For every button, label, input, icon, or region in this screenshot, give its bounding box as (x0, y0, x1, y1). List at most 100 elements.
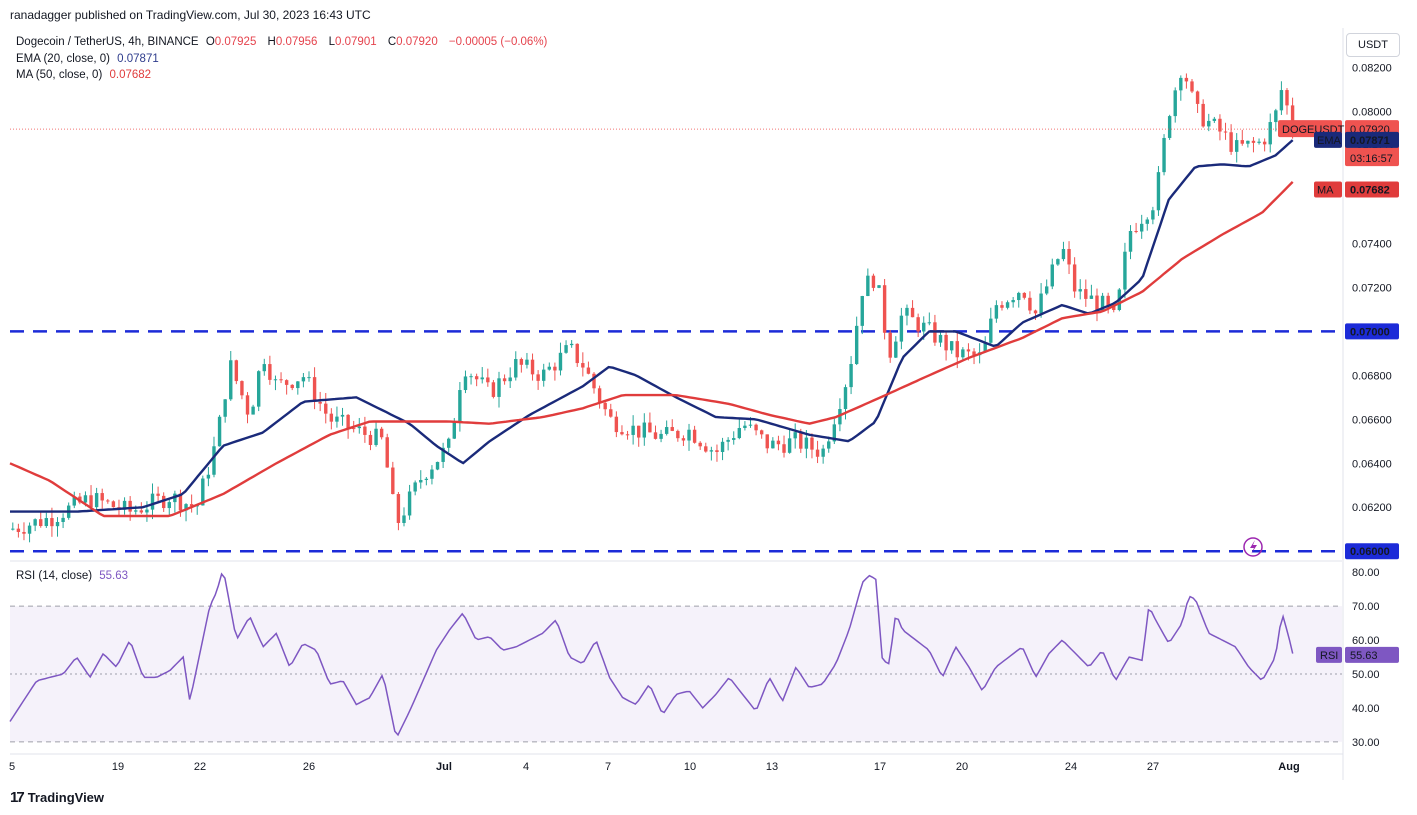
candle (1151, 207, 1154, 224)
candle-body (637, 426, 640, 438)
rsi-tick-label: 40.00 (1352, 703, 1380, 715)
candle (849, 356, 852, 394)
candle (56, 517, 59, 537)
candle-body (654, 432, 657, 439)
candle-body (967, 349, 970, 351)
candle (1073, 257, 1076, 298)
candle-body (721, 442, 724, 452)
candle-body (754, 425, 757, 431)
candle (45, 513, 48, 528)
candle-body (564, 345, 567, 353)
candle (1201, 99, 1204, 127)
candle-body (525, 360, 528, 365)
candle-body (413, 482, 416, 491)
candle-body (1185, 78, 1188, 82)
candle (402, 507, 405, 526)
candle (1045, 279, 1048, 295)
candle (587, 362, 590, 375)
candle (553, 363, 556, 381)
candle-body (1207, 121, 1210, 126)
time-tick-label: 22 (194, 761, 206, 773)
candle (877, 285, 880, 288)
candle-body (1079, 289, 1082, 291)
rsi-tick-label: 80.00 (1352, 567, 1380, 579)
candle (1252, 137, 1255, 152)
candle (514, 351, 517, 380)
candle (693, 426, 696, 444)
candle-body (50, 518, 53, 526)
candle (1174, 87, 1177, 122)
candle (168, 498, 171, 516)
candle (861, 296, 864, 334)
candle (894, 336, 897, 358)
time-tick-label: 24 (1065, 761, 1077, 773)
candle (240, 380, 243, 399)
candle-body (771, 441, 774, 449)
candle-body (61, 518, 64, 522)
candle (413, 480, 416, 495)
candle-body (296, 381, 299, 388)
candle (548, 362, 551, 370)
candle (788, 430, 791, 454)
candle-body (369, 435, 372, 445)
candle-body (374, 429, 377, 445)
time-tick-label: 5 (9, 761, 15, 773)
candle-body (425, 479, 428, 480)
candle-body (844, 387, 847, 409)
rsi-tick-label: 30.00 (1352, 737, 1380, 749)
candle-body (497, 378, 500, 397)
candle-body (358, 427, 361, 429)
candle-body (17, 529, 20, 532)
candle (766, 434, 769, 453)
candle-body (1179, 78, 1182, 90)
candle-body (956, 341, 959, 357)
candle-body (285, 380, 288, 385)
candle-body (140, 510, 143, 512)
candle-body (1129, 231, 1132, 252)
candle-body (508, 378, 511, 382)
candle-body (1123, 252, 1126, 290)
candle (1269, 114, 1272, 153)
candle (671, 419, 674, 431)
candle (391, 462, 394, 495)
candle (1123, 243, 1126, 298)
price-tick-label: 0.06600 (1352, 414, 1392, 426)
candle-body (587, 368, 590, 374)
candle-body (1162, 138, 1165, 172)
candle (771, 437, 774, 449)
candle (995, 300, 998, 323)
candle (911, 300, 914, 317)
candle-body (419, 480, 422, 482)
candle (425, 477, 428, 485)
candle-body (453, 422, 456, 438)
rsi-tick-label: 50.00 (1352, 669, 1380, 681)
candle (682, 435, 685, 446)
candle-body (145, 510, 148, 513)
rsi-tick-label: 60.00 (1352, 635, 1380, 647)
candle (346, 414, 349, 439)
candle (369, 431, 372, 450)
candle (497, 372, 500, 408)
candle-body (1067, 249, 1070, 264)
candle-body (1246, 141, 1249, 144)
candle-body (877, 285, 880, 288)
candle-body (246, 395, 249, 414)
candle-body (1269, 122, 1272, 144)
candle-body (900, 316, 903, 342)
candle (542, 364, 545, 387)
candle (218, 415, 221, 447)
candle (207, 467, 210, 486)
candle-body (481, 377, 484, 379)
candle-body (1257, 142, 1260, 143)
candle (1179, 75, 1182, 100)
candle (251, 405, 254, 415)
candle-body (626, 434, 629, 435)
candle-body (1134, 231, 1137, 232)
candle-body (922, 323, 925, 332)
candle (1274, 109, 1277, 132)
candle-body (229, 360, 232, 399)
candle-body (782, 444, 785, 453)
candle (28, 522, 31, 542)
time-tick-label: 19 (112, 761, 124, 773)
